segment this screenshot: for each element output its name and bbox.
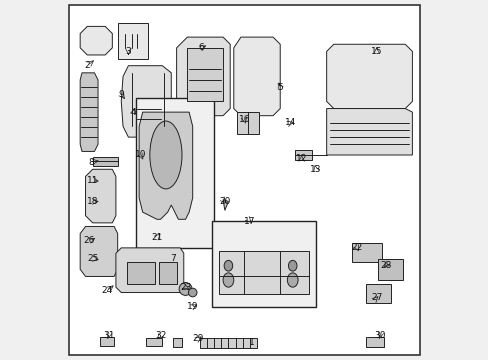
Polygon shape — [223, 200, 228, 210]
Bar — [219, 251, 308, 294]
Ellipse shape — [149, 121, 182, 189]
Text: 3: 3 — [125, 47, 131, 56]
Text: 11: 11 — [87, 176, 98, 185]
Bar — [294, 150, 312, 160]
Text: 12: 12 — [295, 154, 307, 163]
Ellipse shape — [224, 260, 232, 271]
Ellipse shape — [287, 273, 298, 287]
Ellipse shape — [179, 283, 192, 296]
Text: 32: 32 — [155, 331, 166, 340]
Text: 7: 7 — [170, 254, 176, 263]
Text: 6: 6 — [198, 43, 204, 52]
Bar — [146, 338, 162, 346]
Bar — [159, 262, 176, 284]
Text: 10: 10 — [135, 150, 146, 159]
Bar — [351, 243, 381, 262]
Bar — [237, 112, 258, 134]
Text: 20: 20 — [219, 197, 230, 206]
Bar — [365, 337, 383, 347]
Bar — [212, 221, 315, 307]
Polygon shape — [80, 226, 118, 276]
Polygon shape — [121, 66, 171, 137]
Bar — [126, 262, 155, 284]
Text: 19: 19 — [186, 302, 198, 311]
Text: 31: 31 — [103, 331, 114, 340]
Text: 15: 15 — [370, 47, 382, 56]
Text: 24: 24 — [101, 286, 112, 295]
Text: 17: 17 — [244, 217, 255, 226]
Text: 13: 13 — [309, 165, 321, 174]
Text: 8: 8 — [88, 158, 94, 167]
Bar — [187, 48, 223, 102]
Text: 28: 28 — [379, 261, 390, 270]
Polygon shape — [326, 44, 411, 109]
Polygon shape — [176, 37, 230, 116]
Text: 26: 26 — [83, 236, 95, 245]
Text: 14: 14 — [285, 118, 296, 127]
Text: 2: 2 — [84, 61, 90, 70]
Bar — [173, 338, 182, 347]
Polygon shape — [80, 73, 98, 152]
Polygon shape — [139, 112, 192, 219]
Text: 25: 25 — [87, 254, 98, 263]
Polygon shape — [80, 26, 112, 55]
Bar — [100, 337, 114, 346]
Polygon shape — [233, 37, 280, 116]
Bar — [135, 98, 214, 248]
Polygon shape — [116, 248, 183, 293]
Text: 22: 22 — [351, 243, 362, 252]
Text: 23: 23 — [180, 283, 191, 292]
Text: 21: 21 — [151, 233, 163, 242]
Text: 1: 1 — [248, 338, 254, 347]
Text: 29: 29 — [192, 334, 203, 343]
Ellipse shape — [223, 273, 233, 287]
Text: 30: 30 — [374, 331, 385, 340]
Text: 27: 27 — [370, 293, 382, 302]
Polygon shape — [85, 169, 116, 223]
Text: 16: 16 — [238, 115, 250, 124]
Ellipse shape — [188, 288, 197, 297]
Bar — [378, 258, 403, 280]
Bar — [200, 338, 257, 348]
Polygon shape — [326, 109, 411, 155]
Text: 9: 9 — [118, 90, 124, 99]
Text: 4: 4 — [131, 108, 136, 117]
Ellipse shape — [288, 260, 296, 271]
Bar — [93, 157, 118, 166]
Bar — [365, 284, 390, 303]
Text: 18: 18 — [87, 197, 98, 206]
Bar — [118, 23, 148, 59]
Text: 5: 5 — [277, 83, 283, 92]
